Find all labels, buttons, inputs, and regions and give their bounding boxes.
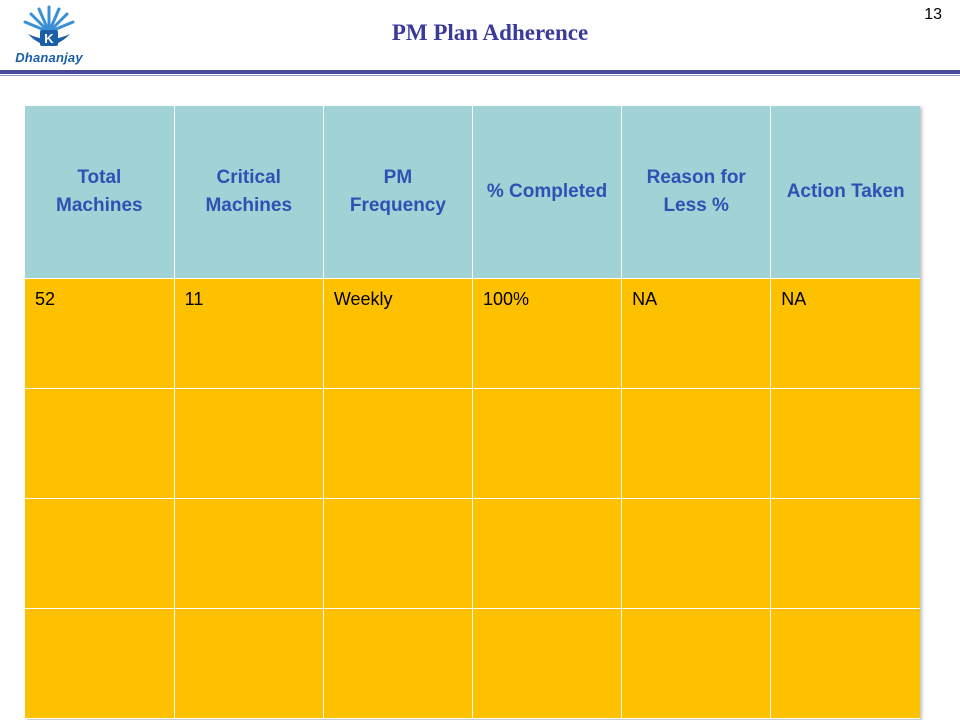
pm-adherence-table: Total Machines Critical Machines PM Freq…	[25, 105, 920, 719]
column-header-pm-frequency: PM Frequency	[322, 105, 473, 279]
column-header-action-taken: Action Taken	[770, 105, 920, 279]
table-cell	[770, 498, 920, 609]
table-cell	[322, 608, 473, 719]
table-row	[25, 388, 920, 499]
table-row	[25, 498, 920, 609]
sunburst-logo-icon: K	[23, 5, 75, 46]
column-header-percent-completed: % Completed	[471, 105, 623, 279]
company-logo: K Dhananjay	[6, 4, 92, 66]
table-cell	[25, 498, 175, 609]
table-cell	[621, 388, 772, 499]
table-cell: 100%	[471, 278, 623, 389]
column-header-critical-machines: Critical Machines	[173, 105, 324, 279]
column-header-total-machines: Total Machines	[25, 105, 175, 279]
table-cell	[471, 608, 623, 719]
table-cell	[322, 498, 473, 609]
table-cell	[471, 388, 623, 499]
column-header-reason: Reason for Less %	[621, 105, 772, 279]
page-number: 13	[924, 6, 942, 23]
table-cell	[173, 388, 324, 499]
table-cell	[471, 498, 623, 609]
svg-text:K: K	[44, 31, 54, 46]
header-divider	[0, 70, 960, 74]
table-cell	[621, 498, 772, 609]
table-cell: NA	[770, 278, 920, 389]
page-title: PM Plan Adherence	[391, 20, 589, 45]
pm-adherence-table-container: Total Machines Critical Machines PM Freq…	[25, 105, 920, 719]
table-cell	[173, 608, 324, 719]
table-row: 52 11 Weekly 100% NA NA	[25, 278, 920, 389]
table-cell	[173, 498, 324, 609]
table-cell	[770, 388, 920, 499]
table-cell	[621, 608, 772, 719]
table-cell	[25, 608, 175, 719]
table-cell	[25, 388, 175, 499]
header-divider-thin	[0, 75, 960, 76]
table-cell	[770, 608, 920, 719]
table-cell: 52	[25, 278, 175, 389]
table-cell: 11	[173, 278, 324, 389]
table-cell: NA	[621, 278, 772, 389]
table-cell	[322, 388, 473, 499]
table-row	[25, 608, 920, 719]
logo-wordmark: Dhananjay	[15, 50, 83, 65]
table-header-row: Total Machines Critical Machines PM Freq…	[25, 105, 920, 279]
table-cell: Weekly	[322, 278, 473, 389]
